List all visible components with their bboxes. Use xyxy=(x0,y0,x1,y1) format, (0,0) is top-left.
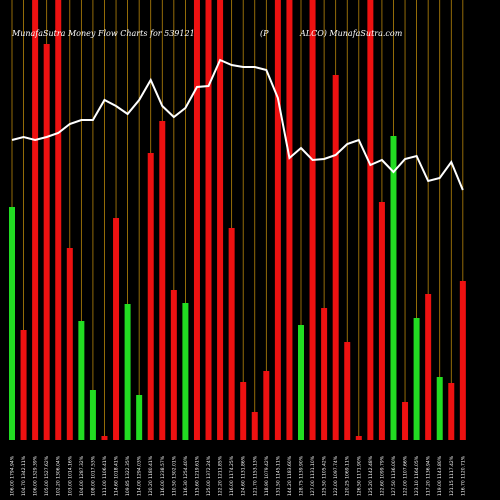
bar xyxy=(20,330,27,440)
x-tick-label: 144.20 1183.60% xyxy=(287,455,293,496)
chart-title: ALCO) MunafaSutra.com xyxy=(299,29,403,38)
bar xyxy=(413,318,420,440)
bar xyxy=(66,248,73,440)
bar xyxy=(32,0,39,440)
bar xyxy=(147,153,154,440)
x-tick-label: 125.00 1372.24% xyxy=(206,455,212,496)
bar xyxy=(43,44,50,440)
bar xyxy=(274,0,281,440)
x-tick-label: 104.70 1342.11% xyxy=(21,455,27,496)
x-tick-label: 121.15 1117.42% xyxy=(449,455,455,496)
x-tick-label: 109.85 1322.35% xyxy=(125,455,131,496)
x-tick-label: 106.00 1794.94% xyxy=(10,455,16,496)
bar xyxy=(402,402,409,440)
bar xyxy=(240,382,247,440)
x-tick-label: 116.00 1238.57% xyxy=(160,455,166,496)
x-tick-label: 119.00 1143.80% xyxy=(437,455,443,496)
x-tick-label: 120.20 1180.41% xyxy=(148,455,154,496)
bar xyxy=(113,218,120,440)
bar xyxy=(182,303,189,440)
x-tick-label: 124.60 1131.86% xyxy=(241,455,247,496)
x-tick-label: 116.70 1120.71% xyxy=(460,455,466,496)
bar xyxy=(309,0,316,440)
x-tick-label: 131.50 1145.11% xyxy=(275,455,281,496)
bar xyxy=(378,202,385,440)
x-tick-label: 122.20 1211.85% xyxy=(218,455,224,496)
bar xyxy=(332,75,339,440)
x-tick-label: 120.25 1069.11% xyxy=(345,455,351,496)
bar xyxy=(263,371,270,440)
bar xyxy=(355,436,362,440)
x-tick-label: 118.90 1079.42% xyxy=(264,455,270,496)
bar xyxy=(205,0,212,440)
bar xyxy=(89,390,96,440)
bar xyxy=(459,281,466,440)
x-tick-label: 122.00 1097.74% xyxy=(333,455,339,496)
x-tick-label: 106.00 1329.39% xyxy=(33,455,39,496)
x-tick-label: 123.10 1164.05% xyxy=(414,455,420,496)
x-tick-label: 117.20 1136.94% xyxy=(426,455,432,496)
x-tick-label: 122.60 1099.79% xyxy=(379,455,385,496)
x-tick-label: 127.50 1136.00% xyxy=(391,455,397,496)
x-tick-label: 103.00 1014.16% xyxy=(67,455,73,496)
x-tick-label: 125.20 1142.48% xyxy=(368,455,374,496)
x-tick-label: 110.50 1302.01% xyxy=(171,455,177,496)
bar xyxy=(425,294,432,440)
x-tick-label: 115.60 1219.61% xyxy=(194,455,200,496)
x-tick-label: 105.00 1527.62% xyxy=(44,455,50,496)
x-tick-label: 111.00 1106.41% xyxy=(102,455,108,496)
chart-title: (P xyxy=(260,29,269,38)
x-tick-label: 116.30 1254.40% xyxy=(183,455,189,496)
x-tick-label: 128.75 1139.90% xyxy=(299,455,305,496)
x-tick-label: 126.50 1171.90% xyxy=(356,455,362,496)
bar xyxy=(193,0,200,440)
bar xyxy=(228,228,235,440)
x-tick-label: 114.60 1018.41% xyxy=(114,455,120,496)
x-tick-label: 108.00 1017.53% xyxy=(90,455,96,496)
bar xyxy=(159,121,166,440)
bar xyxy=(286,0,293,440)
bar xyxy=(124,304,131,440)
bar xyxy=(436,377,443,440)
x-tick-label: 125.50 1105.42% xyxy=(322,455,328,496)
bar xyxy=(298,325,304,440)
bar xyxy=(78,321,85,440)
bar xyxy=(101,436,108,440)
bar xyxy=(170,290,177,440)
x-tick-label: 116.00 1174.25% xyxy=(229,455,235,496)
x-tick-label: 122.00 1107.66% xyxy=(403,455,409,496)
x-tick-label: 114.00 1294.03% xyxy=(137,455,143,496)
bar xyxy=(55,0,62,440)
bar xyxy=(9,207,15,440)
x-tick-label: 104.00 1287.32% xyxy=(79,455,85,496)
x-tick-label: 102.20 1306.04% xyxy=(56,455,62,496)
bar xyxy=(217,0,224,440)
bar xyxy=(251,412,258,440)
bar xyxy=(344,342,351,440)
bar xyxy=(136,395,143,440)
bar xyxy=(448,383,455,440)
bar xyxy=(367,0,374,440)
x-tick-label: 127.00 1131.10% xyxy=(310,455,316,496)
money-flow-line xyxy=(11,58,464,191)
chart-title: MunafaSutra Money Flow Charts for 539121 xyxy=(11,29,195,38)
x-tick-label: 121.70 1153.13% xyxy=(252,455,258,496)
bar xyxy=(321,308,328,440)
bar xyxy=(390,136,397,440)
